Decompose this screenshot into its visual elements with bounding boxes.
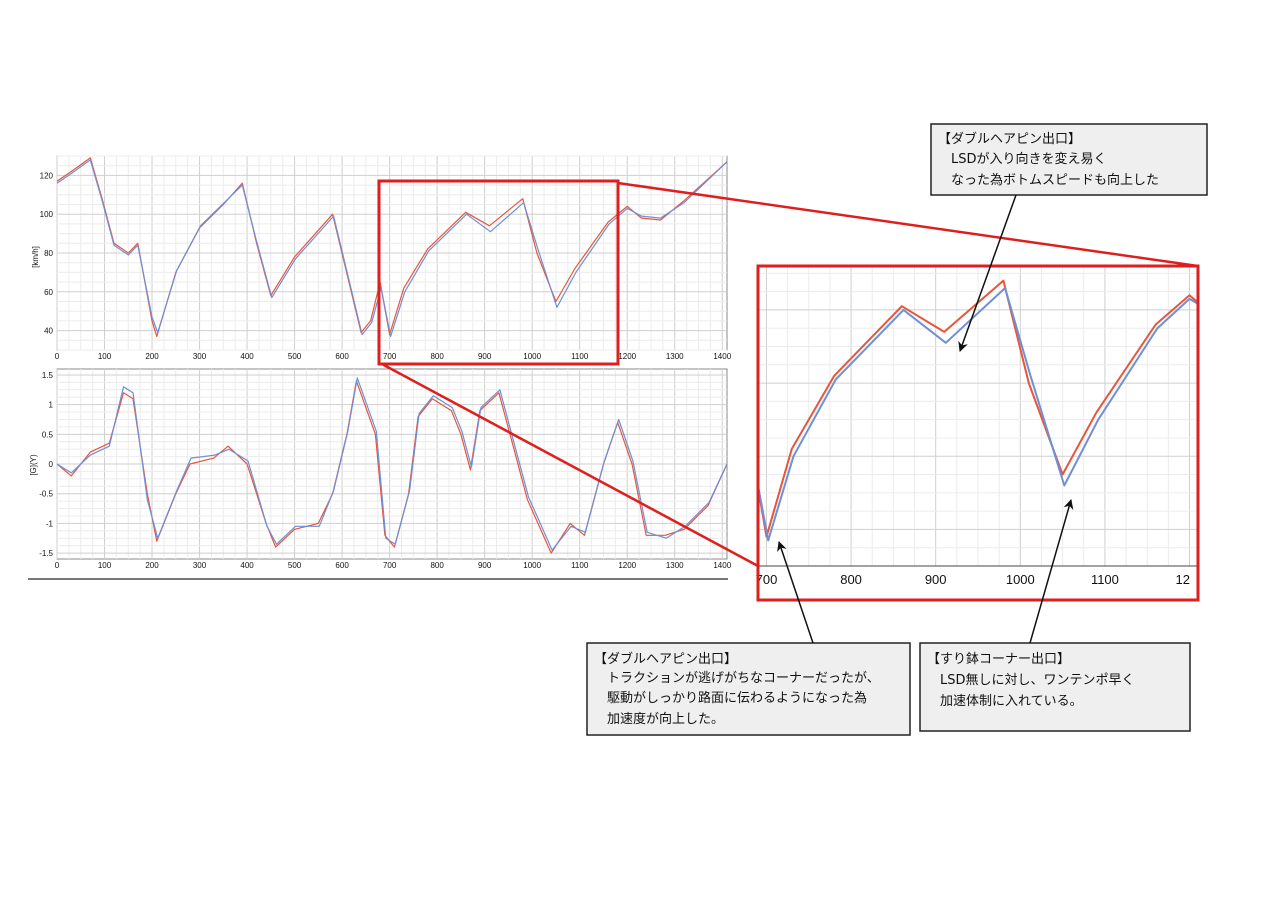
annotation-bottom-left-line-2: 駆動がしっかり路面に伝わるようになった為 [607, 690, 867, 706]
speed-chart: 0 100 200 300 400 500 600 700 800 900 1000 1100 1200… [31, 155, 732, 361]
zoom-series-blue [758, 287, 1198, 542]
annotation-bottom-left-box [586, 642, 911, 736]
speed-x-tick-label: 700 [383, 352, 397, 361]
g-x-tick-label: 1100 [571, 561, 589, 570]
speed-x-tick-label: 1400 [713, 352, 731, 361]
speed-x-tick-label: 600 [335, 352, 349, 361]
annotation-top-arrow [958, 194, 1017, 352]
speed-y-tick-label: 100 [40, 210, 54, 219]
speed-x-tick-label: 800 [430, 352, 444, 361]
speed-x-tick-label: 500 [288, 352, 302, 361]
zoom-series-group [758, 279, 1198, 542]
g-y-tick-label: 1 [49, 401, 54, 410]
speed-grid [56, 155, 727, 351]
speed-y-tick-label: 40 [44, 327, 53, 336]
speed-x-tick-label: 900 [478, 352, 492, 361]
g-grid [56, 369, 727, 559]
speed-x-tick-label: 300 [193, 352, 207, 361]
annotation-top-title: 【ダブルヘアピン出口】 [938, 131, 1081, 147]
g-y-axis-label: [G](Y) [29, 454, 38, 476]
zoom-x-tick-label: 800 [840, 572, 862, 587]
speed-x-tick-label: 1300 [666, 352, 684, 361]
speed-x-tick-label: 1100 [571, 352, 589, 361]
speed-x-tick-label: 0 [55, 352, 60, 361]
g-y-tick-label: -1 [46, 519, 54, 528]
connector-bottom [381, 362, 759, 568]
connector-top [617, 181, 1199, 268]
zoom-series-red [758, 279, 1198, 538]
annotation-bottom-right: 【すり鉢コーナー出口】 LSD無しに対し、ワンテンポ早く 加速体制に入れている。 [919, 499, 1191, 732]
speed-x-tick-label: 100 [98, 352, 112, 361]
g-y-tick-label: -0.5 [39, 490, 53, 499]
speed-series-blue [57, 159, 727, 337]
annotation-top: 【ダブルヘアピン出口】 LSDが入り向きを変え易く なった為ボトムスピードも向上… [930, 123, 1208, 352]
annotation-bottom-right-line-1: LSD無しに対し、ワンテンポ早く [940, 673, 1135, 688]
speed-y-tick-label: 60 [44, 288, 53, 297]
zoom-x-tick-label: 12 [1176, 572, 1190, 587]
speed-y-ticks: 40 60 80 100 120 [40, 171, 54, 335]
g-x-tick-label: 1200 [618, 561, 636, 570]
annotation-top-line-1: LSDが入り向きを変え易く [951, 151, 1107, 167]
annotation-bottom-right-line-2: 加速体制に入れている。 [940, 694, 1083, 709]
zoom-x-tick-label: 1100 [1091, 572, 1119, 587]
g-x-tick-label: 500 [288, 561, 302, 570]
highlight-box [377, 179, 620, 366]
g-x-tick-label: 0 [55, 561, 60, 570]
lateral-g-chart: 0 100 200 300 400 500 600 700 800 900 1000 1100 1200… [28, 368, 732, 580]
speed-x-ticks: 0 100 200 300 400 500 600 700 800 900 1000 1100 1200… [55, 352, 732, 361]
annotation-bottom-left-line-3: 加速度が向上した。 [607, 711, 724, 727]
zoom-x-ticks: 700 800 900 1000 1100 12 [756, 572, 1190, 587]
speed-x-tick-label: 1000 [523, 352, 541, 361]
annotation-bottom-left-title: 【ダブルヘアピン出口】 [594, 651, 737, 667]
g-x-tick-label: 1300 [666, 561, 684, 570]
g-x-tick-label: 600 [335, 561, 349, 570]
annotation-top-box [930, 123, 1208, 196]
g-series-blue [57, 377, 727, 551]
speed-y-axis-label: [km/h] [31, 246, 40, 268]
g-y-tick-label: -1.5 [39, 549, 53, 558]
speed-y-tick-label: 120 [40, 171, 54, 180]
zoom-x-tick-label: 1000 [1006, 572, 1035, 587]
g-y-tick-label: 0 [49, 460, 54, 469]
g-y-tick-label: 0.5 [42, 430, 54, 439]
speed-series-group [57, 157, 727, 337]
annotation-top-line-2: なった為ボトムスピードも向上した [951, 172, 1159, 188]
highlight-group [377, 179, 1199, 568]
g-x-tick-label: 900 [478, 561, 492, 570]
g-x-tick-label: 300 [193, 561, 207, 570]
g-x-tick-label: 400 [240, 561, 254, 570]
g-x-tick-label: 800 [430, 561, 444, 570]
g-x-ticks: 0 100 200 300 400 500 600 700 800 900 1000 1100 1200… [55, 561, 732, 570]
g-x-tick-label: 200 [145, 561, 159, 570]
g-y-tick-label: 1.5 [42, 371, 54, 380]
g-y-ticks: 1.5 1 0.5 0 -0.5 -1 -1.5 [39, 371, 53, 558]
zoom-frame [756, 264, 1200, 602]
annotation-bottom-left-arrow [777, 541, 814, 644]
annotation-bottom-left-line-1: トラクションが逃げがちなコーナーだったが、 [607, 671, 880, 686]
annotation-bottom-right-box [919, 642, 1191, 732]
speed-x-tick-label: 1200 [618, 352, 636, 361]
g-x-tick-label: 1000 [523, 561, 541, 570]
g-series-group [57, 377, 727, 554]
annotation-bottom-right-title: 【すり鉢コーナー出口】 [927, 652, 1070, 667]
zoom-chart: 700 800 900 1000 1100 12 [756, 264, 1200, 602]
speed-x-tick-label: 200 [145, 352, 159, 361]
g-x-tick-label: 100 [98, 561, 112, 570]
annotation-bottom-right-arrow [1029, 499, 1074, 644]
zoom-x-tick-label: 700 [756, 572, 778, 587]
speed-y-tick-label: 80 [44, 249, 53, 258]
g-x-tick-label: 1400 [713, 561, 731, 570]
annotation-bottom-left: 【ダブルヘアピン出口】 トラクションが逃げがちなコーナーだったが、 駆動がしっか… [586, 541, 911, 736]
zoom-x-tick-label: 900 [925, 572, 947, 587]
speed-x-tick-label: 400 [240, 352, 254, 361]
g-x-tick-label: 700 [383, 561, 397, 570]
zoom-grid [758, 266, 1198, 566]
